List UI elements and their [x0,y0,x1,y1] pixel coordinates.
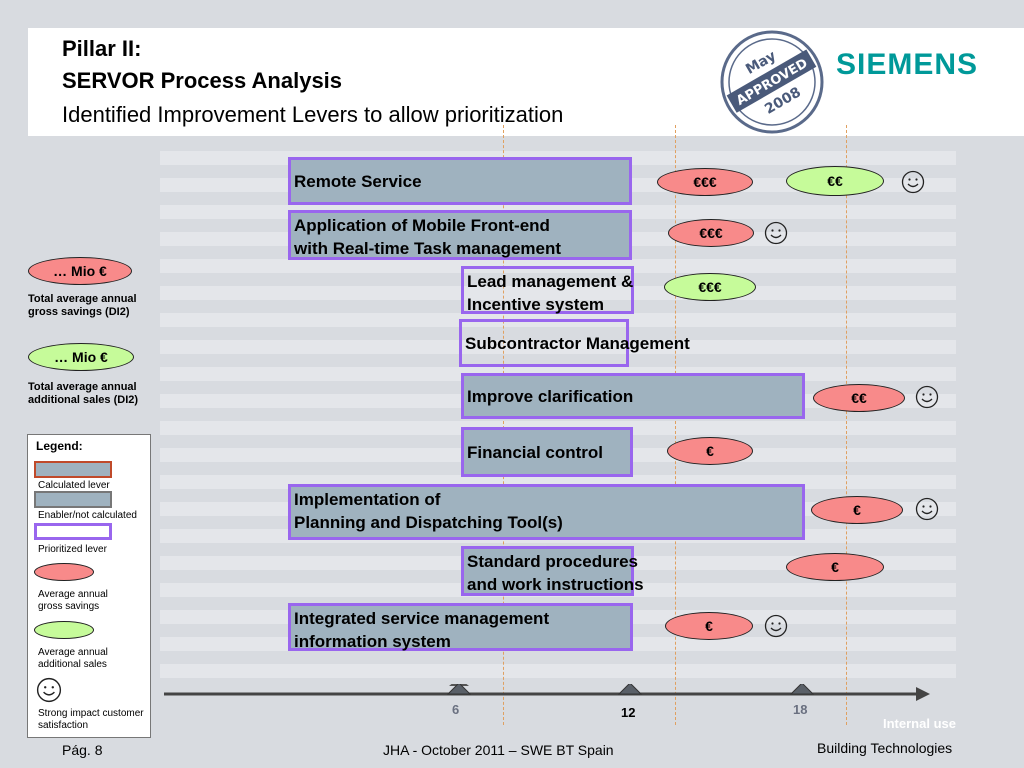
lever-label-line-2: Incentive system [467,295,605,314]
legend-gross-line-2: gross savings [38,601,100,612]
smiley-icon [915,497,939,521]
lever-1-savings-pill: €€€ [657,168,753,196]
subtitle: Identified Improvement Levers to allow p… [62,102,564,127]
slide-header [28,28,1024,136]
lever-label: Improve clarification [467,387,634,406]
legend-calculated-swatch [34,461,112,478]
timeline-label-6: 6 [452,702,460,717]
lever-label-line-1: Standard procedures [467,552,638,571]
lever-label-line-1: Lead management & [467,272,634,291]
legend-impact-line-1: Strong impact customer [38,708,144,719]
lever-integrated-service-management: Integrated service management information… [288,603,633,651]
divider-12-months [675,125,676,725]
smiley-icon [915,385,939,409]
approved-stamp-icon: May APPROVED 2008 [720,30,824,134]
title-line-1: Pillar II: [62,36,142,61]
lever-label-line-1: Integrated service management [294,609,550,628]
smiley-icon [901,170,925,194]
footer-right: Building Technologies [817,740,953,756]
legend-prioritized-label: Prioritized lever [38,544,107,555]
lever-remote-service: Remote Service [288,157,632,205]
legend-calculated-label: Calculated lever [38,480,110,491]
lever-label-line-2: Planning and Dispatching Tool(s) [294,513,563,532]
lever-7-savings-pill: € [811,496,903,524]
gross-savings-note-line-2: gross savings (DI2) [28,306,130,318]
lever-label: Subcontractor Management [465,334,690,353]
background-stripe [160,286,956,300]
legend-gross-label: Average annual gross savings [38,589,108,613]
lever-label-line-2: and work instructions [467,575,644,594]
legend-impact-label: Strong impact customer satisfaction [38,708,144,732]
legend-title: Legend: [36,439,83,453]
title-line-2: SERVOR Process Analysis [62,68,343,93]
gross-savings-note: Total average annual gross savings (DI2) [28,293,137,319]
legend-enabler-swatch [34,491,112,508]
gross-savings-note-line-1: Total average annual [28,293,137,305]
lever-2-savings-pill: €€€ [668,219,754,247]
smiley-icon [764,614,788,638]
legend-gross-line-1: Average annual [38,589,108,600]
legend-enabler-label: Enabler/not calculated [38,510,137,521]
lever-standard-procedures: Standard procedures and work instructions [461,546,644,596]
timeline-label-12: 12 [621,705,636,720]
background-stripe [160,664,956,678]
lever-1-sales-pill: €€ [786,166,884,196]
lever-label: Financial control [467,443,604,462]
internal-use-label: Internal use [883,716,956,731]
legend-box: Legend: Calculated lever Enabler/not cal… [27,434,151,738]
footer-center: JHA - October 2011 – SWE BT Spain [383,742,614,758]
lever-label-line-2: with Real-time Task management [294,239,562,258]
divider-18-months [846,125,847,725]
smiley-icon [764,221,788,245]
smiley-icon [36,677,62,703]
lever-subcontractor-management: Subcontractor Management [459,319,690,367]
lever-label-line-1: Implementation of [294,490,441,509]
lever-lead-management: Lead management & Incentive system [461,266,634,314]
legend-sales-swatch [34,621,94,639]
lever-9-savings-pill: € [665,612,753,640]
lever-financial-control: Financial control [461,427,633,477]
additional-sales-note-line-1: Total average annual [28,381,137,393]
legend-sales-label: Average annual additional sales [38,647,108,671]
lever-label-line-1: Application of Mobile Front-end [294,216,550,235]
additional-sales-note-line-2: additional sales (DI2) [28,394,139,406]
gross-savings-total-pill: … Mio € [28,257,132,285]
divider-6-months [503,125,504,725]
lever-3-sales-pill: €€€ [664,273,756,301]
legend-prioritized-swatch [34,523,112,540]
lever-6-savings-pill: € [667,437,753,465]
lever-label-line-2: information system [294,632,451,651]
lever-8-savings-pill: € [786,553,884,581]
lever-5-savings-pill: €€ [813,384,905,412]
page-number: Pág. 8 [62,742,103,758]
additional-sales-note: Total average annual additional sales (D… [28,381,138,407]
siemens-logo: SIEMENS [836,48,979,81]
legend-gross-swatch [34,563,94,581]
lever-planning-dispatching: Implementation of Planning and Dispatchin… [288,484,805,540]
legend-impact-line-2: satisfaction [38,720,89,731]
lever-label: Remote Service [294,172,422,191]
legend-sales-line-1: Average annual [38,647,108,658]
legend-sales-line-2: additional sales [38,659,107,670]
timeline-axis [164,684,930,701]
lever-improve-clarification: Improve clarification [461,373,805,419]
additional-sales-total-pill: … Mio € [28,343,134,371]
timeline-label-18: 18 [793,702,808,717]
background-stripe [160,340,956,354]
lever-mobile-front-end: Application of Mobile Front-end with Real… [288,210,632,260]
